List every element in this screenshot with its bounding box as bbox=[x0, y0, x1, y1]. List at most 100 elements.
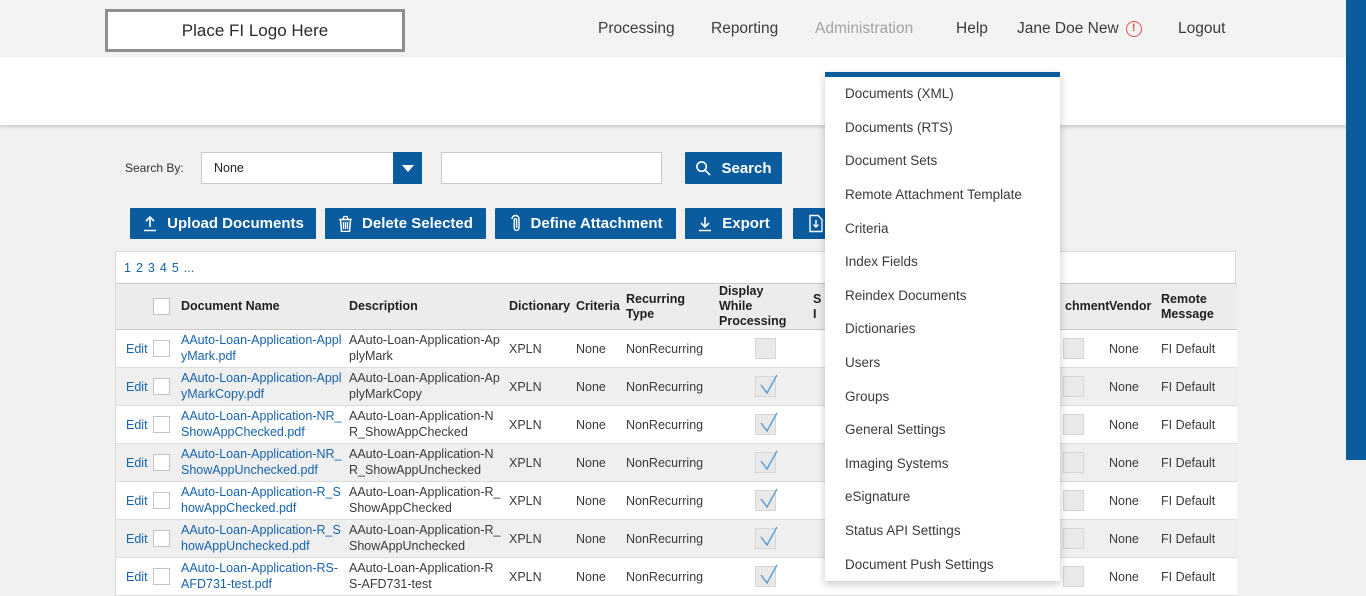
select-dropdown-button[interactable] bbox=[393, 152, 422, 184]
edit-link[interactable]: Edit bbox=[126, 417, 148, 432]
edit-link[interactable]: Edit bbox=[126, 455, 148, 470]
recurring-type-value: NonRecurring bbox=[626, 493, 704, 508]
pagination-page-link[interactable]: 1 bbox=[124, 260, 131, 275]
edit-link[interactable]: Edit bbox=[126, 341, 148, 356]
display-while-processing-checkbox[interactable] bbox=[755, 526, 778, 549]
admin-menu-item[interactable]: Document Push Settings bbox=[825, 547, 1060, 581]
search-by-select[interactable]: None bbox=[201, 152, 422, 184]
admin-menu-item[interactable]: Documents (RTS) bbox=[825, 111, 1060, 145]
admin-menu-item-label: Index Fields bbox=[845, 254, 918, 270]
description-text: AAuto-Loan-Application-NR_ShowAppChecked bbox=[349, 409, 494, 439]
row-checkbox[interactable] bbox=[153, 530, 170, 547]
document-name-header: Document Name bbox=[181, 283, 347, 330]
pagination-page-link[interactable]: 5 bbox=[171, 260, 179, 275]
dictionary-value: XPLN bbox=[509, 531, 542, 546]
admin-menu-item-label: Groups bbox=[845, 388, 890, 404]
side-accent-bar[interactable] bbox=[1346, 0, 1366, 460]
admin-menu-item[interactable]: Users bbox=[825, 346, 1060, 380]
attachment-checkbox[interactable] bbox=[1063, 490, 1084, 511]
attachment-checkbox[interactable] bbox=[1063, 528, 1084, 549]
recurring-type-value: NonRecurring bbox=[626, 455, 704, 470]
admin-menu-item[interactable]: Criteria bbox=[825, 211, 1060, 245]
attachment-checkbox[interactable] bbox=[1063, 414, 1084, 435]
nav-item[interactable]: Logout ! bbox=[1178, 0, 1225, 57]
display-while-processing-checkbox[interactable] bbox=[755, 338, 776, 359]
recurring-type-header: Recurring Type bbox=[621, 283, 715, 330]
recurring-type-value: NonRecurring bbox=[626, 379, 704, 394]
row-checkbox[interactable] bbox=[153, 454, 170, 471]
document-name-link[interactable]: AAuto-Loan-Application-RS-AFD731-test.pd… bbox=[181, 561, 339, 591]
admin-menu-item[interactable]: eSignature bbox=[825, 480, 1060, 514]
nav-item[interactable]: Processing ! bbox=[598, 0, 675, 57]
criteria-value: None bbox=[576, 531, 606, 546]
dictionary-value: XPLN bbox=[509, 493, 542, 508]
nav-item[interactable]: Administration ! bbox=[815, 0, 913, 57]
admin-menu-item[interactable]: General Settings bbox=[825, 413, 1060, 447]
admin-menu-item[interactable]: Reindex Documents bbox=[825, 279, 1060, 313]
pagination-page-link[interactable]: 2 bbox=[135, 260, 143, 275]
document-name-link[interactable]: AAuto-Loan-Application-R_ShowAppUnchecke… bbox=[181, 523, 341, 553]
table-row: Edit AAuto-Loan-Application-RS-AFD731-te… bbox=[116, 557, 1237, 596]
display-while-processing-checkbox[interactable] bbox=[755, 564, 778, 587]
define-attachment-button[interactable]: Define Attachment bbox=[495, 208, 676, 239]
checkmark-icon bbox=[760, 450, 778, 471]
edit-link[interactable]: Edit bbox=[126, 493, 148, 508]
edit-link[interactable]: Edit bbox=[126, 569, 148, 584]
attachment-checkbox[interactable] bbox=[1063, 566, 1084, 587]
document-name-link[interactable]: AAuto-Loan-Application-NR_ShowAppChecked… bbox=[181, 409, 342, 439]
row-checkbox[interactable] bbox=[153, 568, 170, 585]
vendor-value: None bbox=[1109, 455, 1139, 470]
description-text: AAuto-Loan-Application-ApplyMark bbox=[349, 333, 500, 363]
display-while-processing-checkbox[interactable] bbox=[755, 488, 778, 511]
remote-message-value: FI Default bbox=[1161, 417, 1216, 432]
criteria-value: None bbox=[576, 493, 606, 508]
nav-item[interactable]: Reporting ! bbox=[711, 0, 778, 57]
attachment-checkbox[interactable] bbox=[1063, 338, 1084, 359]
admin-menu-item[interactable]: Remote Attachment Template bbox=[825, 178, 1060, 212]
remote-message-header: Remote Message bbox=[1141, 283, 1237, 330]
upload-documents-button[interactable]: Upload Documents bbox=[130, 208, 316, 239]
admin-menu-item[interactable]: Index Fields bbox=[825, 245, 1060, 279]
document-name-link[interactable]: AAuto-Loan-Application-ApplyMark.pdf bbox=[181, 333, 342, 363]
pagination-ellipsis[interactable]: ... bbox=[183, 260, 195, 275]
pagination-page-link[interactable]: 4 bbox=[159, 260, 167, 275]
document-name-link[interactable]: AAuto-Loan-Application-ApplyMarkCopy.pdf bbox=[181, 371, 342, 401]
checkmark-icon bbox=[760, 488, 778, 509]
row-checkbox[interactable] bbox=[153, 378, 170, 395]
edit-column-header bbox=[116, 283, 151, 330]
criteria-value: None bbox=[576, 341, 606, 356]
delete-selected-button[interactable]: Delete Selected bbox=[325, 208, 486, 239]
search-input[interactable] bbox=[441, 152, 662, 184]
row-checkbox[interactable] bbox=[153, 492, 170, 509]
admin-menu-item-label: Imaging Systems bbox=[845, 455, 949, 471]
admin-menu-item[interactable]: Documents (XML) bbox=[825, 77, 1060, 111]
admin-menu-item[interactable]: Document Sets bbox=[825, 144, 1060, 178]
document-name-link[interactable]: AAuto-Loan-Application-NR_ShowAppUncheck… bbox=[181, 447, 342, 477]
select-all-checkbox[interactable] bbox=[153, 298, 170, 315]
edit-link[interactable]: Edit bbox=[126, 531, 148, 546]
export-button[interactable]: Export bbox=[685, 208, 782, 239]
nav-item[interactable]: Help ! bbox=[956, 0, 988, 57]
search-icon bbox=[696, 160, 712, 176]
row-checkbox[interactable] bbox=[153, 416, 170, 433]
admin-menu-item[interactable]: Status API Settings bbox=[825, 514, 1060, 548]
criteria-value: None bbox=[576, 417, 606, 432]
admin-menu-item[interactable]: Groups bbox=[825, 379, 1060, 413]
display-while-processing-checkbox[interactable] bbox=[755, 374, 778, 397]
admin-menu-item[interactable]: Imaging Systems bbox=[825, 447, 1060, 481]
edit-link[interactable]: Edit bbox=[126, 379, 148, 394]
document-name-link[interactable]: AAuto-Loan-Application-R_ShowAppChecked.… bbox=[181, 485, 341, 515]
row-checkbox[interactable] bbox=[153, 340, 170, 357]
table-row: Edit AAuto-Loan-Application-ApplyMark.pd… bbox=[116, 329, 1237, 368]
display-while-processing-checkbox[interactable] bbox=[755, 450, 778, 473]
attachment-checkbox[interactable] bbox=[1063, 452, 1084, 473]
admin-menu-item-label: Criteria bbox=[845, 220, 889, 236]
admin-menu-item[interactable]: Dictionaries bbox=[825, 312, 1060, 346]
table-row: Edit AAuto-Loan-Application-R_ShowAppChe… bbox=[116, 481, 1237, 520]
display-while-processing-checkbox[interactable] bbox=[755, 412, 778, 435]
attachment-checkbox[interactable] bbox=[1063, 376, 1084, 397]
search-button[interactable]: Search bbox=[685, 152, 782, 184]
pagination-page-link[interactable]: 3 bbox=[147, 260, 155, 275]
nav-item[interactable]: Jane Doe New ! bbox=[1017, 0, 1142, 57]
